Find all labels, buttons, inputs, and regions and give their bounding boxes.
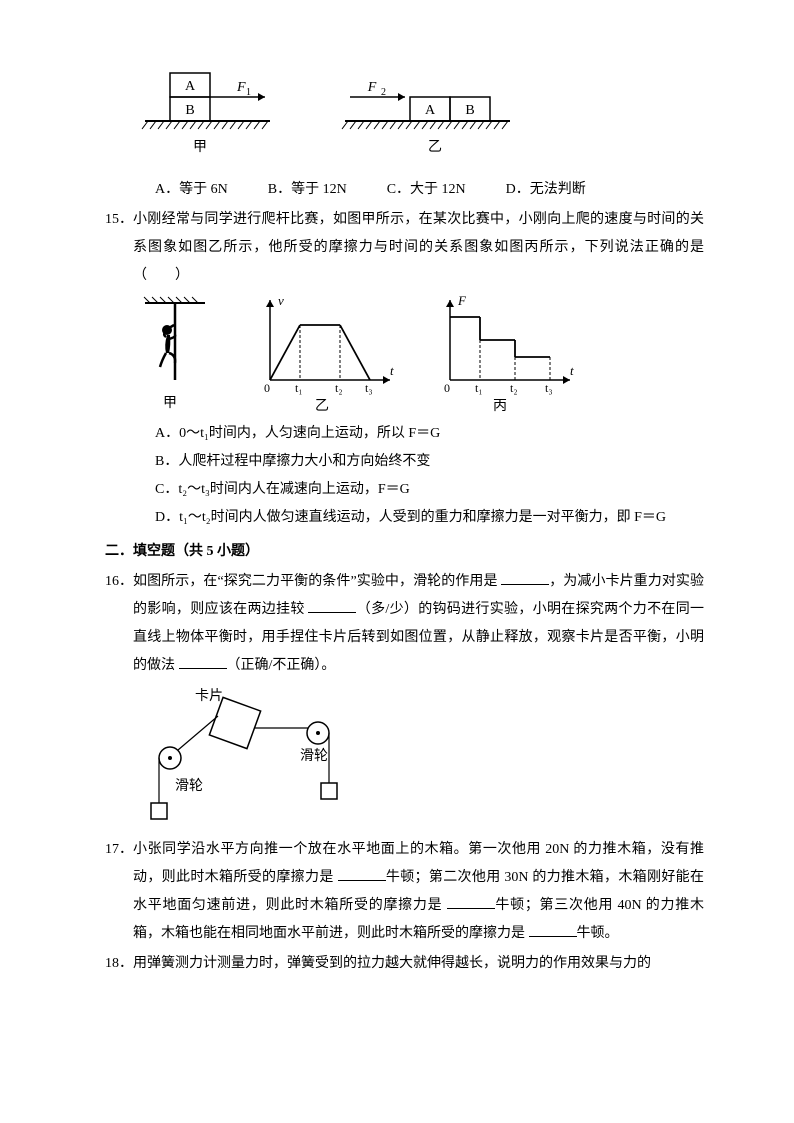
q16-figure: 卡片 滑轮 滑轮 (140, 688, 704, 828)
svg-text:t₃: t₃ (545, 381, 553, 395)
svg-text:乙: 乙 (428, 139, 442, 155)
q15-option-a: A．0～t₁时间内，人匀速向上运动，所以 F＝G (155, 420, 704, 448)
svg-text:A: A (185, 79, 196, 94)
q14-option-c: C．大于 12N (387, 176, 466, 204)
q17-blank3 (529, 923, 577, 937)
q18-number: 18． (105, 950, 133, 978)
q17-text4: 牛顿。 (577, 926, 619, 941)
svg-text:甲: 甲 (193, 140, 207, 155)
q14-option-b: B．等于 12N (268, 176, 347, 204)
svg-text:F: F (457, 295, 467, 308)
q15-option-c: C．t₂～t₃时间内人在减速向上运动，F＝G (155, 476, 704, 504)
velocity-graph-svg: v t 0 t₁ t₂ t₃ 乙 (250, 295, 400, 415)
q16-text1: 如图所示，在“探究二力平衡的条件”实验中，滑轮的作用是 (133, 574, 501, 589)
q17-blank2 (447, 895, 495, 909)
q17: 17． 小张同学沿水平方向推一个放在水平地面上的木箱。第一次他用 20N 的力推… (105, 836, 704, 948)
svg-text:1: 1 (246, 87, 251, 98)
section2-header: 二．填空题（共 5 小题） (105, 538, 704, 566)
svg-text:滑轮: 滑轮 (300, 747, 328, 764)
q15-figure-row: 甲 v t 0 t₁ t₂ t₃ 乙 F t (140, 295, 704, 415)
q16-body: 如图所示，在“探究二力平衡的条件”实验中，滑轮的作用是 ，为减小卡片重力对实验的… (133, 568, 704, 680)
svg-text:0: 0 (444, 381, 450, 395)
q17-blank1 (338, 867, 386, 881)
q15-option-b: B．人爬杆过程中摩擦力大小和方向始终不变 (155, 448, 704, 476)
pulley-card-svg: 卡片 滑轮 滑轮 (140, 688, 380, 828)
q16-text4: （正确/不正确）。 (227, 658, 336, 673)
svg-text:F: F (367, 80, 377, 95)
q16-blank3 (179, 655, 227, 669)
svg-text:B: B (465, 103, 474, 118)
q16: 16． 如图所示，在“探究二力平衡的条件”实验中，滑轮的作用是 ，为减小卡片重力… (105, 568, 704, 680)
svg-text:乙: 乙 (315, 398, 329, 414)
svg-text:t₁: t₁ (475, 381, 483, 395)
svg-text:卡片: 卡片 (195, 688, 223, 704)
svg-text:B: B (185, 103, 194, 118)
q16-blank1 (501, 571, 549, 585)
svg-text:t₁: t₁ (295, 381, 303, 395)
q16-number: 16． (105, 568, 133, 680)
q18: 18． 用弹簧测力计测量力时，弹簧受到的拉力越大就伸得越长，说明力的作用效果与力… (105, 950, 704, 978)
q15: 15． 小刚经常与同学进行爬杆比赛，如图甲所示，在某次比赛中，小刚向上爬的速度与… (105, 206, 704, 290)
climbing-figure-svg: 甲 (140, 295, 220, 415)
svg-text:t₂: t₂ (510, 381, 518, 395)
svg-text:v: v (278, 295, 284, 308)
svg-text:0: 0 (264, 381, 270, 395)
svg-text:F: F (236, 80, 246, 95)
svg-text:t: t (570, 363, 574, 378)
svg-text:A: A (425, 103, 436, 118)
svg-text:t: t (390, 363, 394, 378)
q14-option-a: A．等于 6N (155, 176, 228, 204)
q15-text: 小刚经常与同学进行爬杆比赛，如图甲所示，在某次比赛中，小刚向上爬的速度与时间的关… (133, 206, 704, 290)
q14-option-d: D．无法判断 (506, 176, 586, 204)
svg-text:t₂: t₂ (335, 381, 343, 395)
svg-text:丙: 丙 (493, 399, 507, 414)
svg-text:滑轮: 滑轮 (175, 777, 203, 794)
force-graph-svg: F t 0 t₁ t₂ t₃ 丙 (430, 295, 580, 415)
svg-text:t₃: t₃ (365, 381, 373, 395)
figure-blocks-row: A B F 1 甲 (140, 68, 704, 168)
q16-blank2 (308, 599, 356, 613)
svg-text:甲: 甲 (163, 396, 177, 411)
blocks-diagram-svg: A B F 1 甲 (140, 68, 560, 168)
q17-body: 小张同学沿水平方向推一个放在水平地面上的木箱。第一次他用 20N 的力推木箱，没… (133, 836, 704, 948)
q15-option-d: D．t₁～t₂时间内人做匀速直线运动，人受到的重力和摩擦力是一对平衡力，即 F＝… (155, 504, 704, 532)
q18-text: 用弹簧测力计测量力时，弹簧受到的拉力越大就伸得越长，说明力的作用效果与力的 (133, 950, 651, 978)
q14-options: A．等于 6N B．等于 12N C．大于 12N D．无法判断 (155, 176, 704, 204)
q17-number: 17． (105, 836, 133, 948)
q15-number: 15． (105, 206, 133, 290)
